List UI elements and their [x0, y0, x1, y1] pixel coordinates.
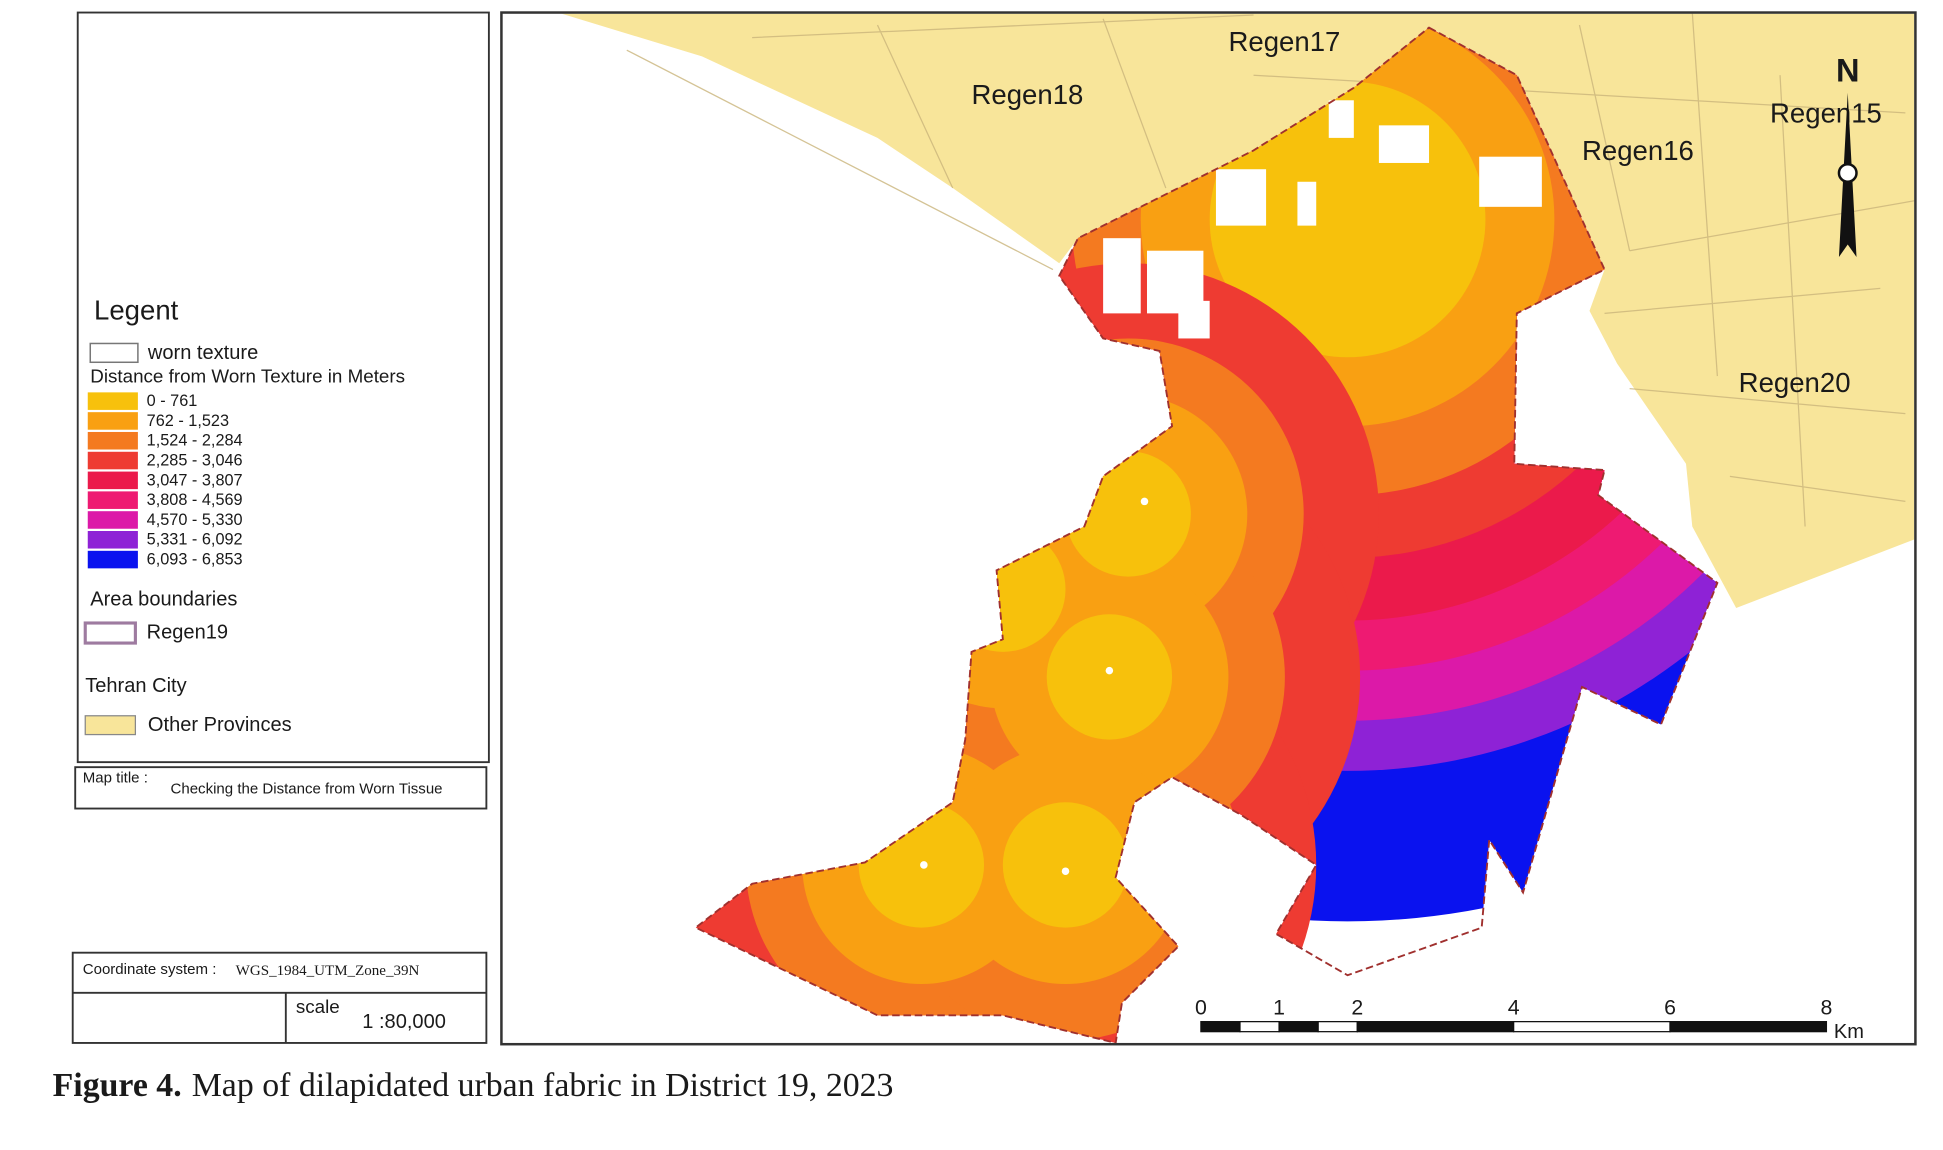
- legend-title: Legent: [94, 294, 179, 325]
- map-title: Checking the Distance from Worn Tissue: [170, 781, 442, 798]
- scale-tick-label: 2: [1351, 996, 1363, 1020]
- region-label: Regen15: [1770, 98, 1882, 129]
- region-label: Regen20: [1739, 367, 1851, 398]
- class-label: 1,524 - 2,284: [147, 432, 243, 450]
- class-label: 6,093 - 6,853: [147, 551, 243, 569]
- legend-subtitle: Tehran City: [85, 675, 186, 697]
- scale-tick-label: 0: [1195, 996, 1207, 1020]
- class-label: 762 - 1,523: [147, 412, 229, 430]
- class-swatch: [87, 491, 138, 509]
- class-swatch: [87, 531, 138, 549]
- legend-label: Regen19: [147, 621, 228, 643]
- scale-segment: [1669, 1021, 1828, 1033]
- legend: Legent worn texture Distance from Worn T…: [83, 294, 405, 736]
- other-provinces: [561, 13, 1915, 608]
- map-area: Regen17 Regen18 Regen16 Regen15 Regen20 N 0 1…: [502, 13, 1915, 1043]
- class-swatch: [87, 412, 138, 430]
- legend-panel: [76, 11, 490, 764]
- distance-zone: [1046, 614, 1173, 740]
- worn-texture-swatch: [89, 342, 139, 364]
- legend-subtitle: Distance from Worn Texture in Meters: [90, 365, 405, 386]
- roads: [626, 13, 1915, 527]
- caption: Figure 4. Map of dilapidated urban fabric…: [53, 1067, 894, 1104]
- class-label: 0 - 761: [147, 392, 198, 410]
- other-swatch: [84, 715, 137, 736]
- info-box: [71, 951, 488, 1044]
- scale-tick-label: 6: [1664, 996, 1676, 1020]
- coordinate-label: Coordinate system :: [83, 961, 217, 978]
- map-title-label: Map title :: [83, 769, 148, 786]
- scale-tick-label: 1: [1273, 996, 1285, 1020]
- scale-tick-label: 8: [1820, 996, 1832, 1020]
- class-swatch: [87, 550, 138, 569]
- class-swatch: [87, 471, 138, 490]
- scale-unit: Km: [1834, 1021, 1864, 1043]
- legend-label: worn texture: [147, 342, 258, 364]
- caption-label: Figure 4.: [53, 1067, 182, 1104]
- distance-zone: [1002, 802, 1129, 928]
- class-swatch: [87, 451, 138, 470]
- class-swatch: [87, 431, 138, 450]
- scale-tick-label: 4: [1508, 996, 1520, 1020]
- class-label: 4,570 - 5,330: [147, 511, 243, 529]
- caption-text: Map of dilapidated urban fabric in Distr…: [192, 1067, 894, 1104]
- north-arrow-circle: [1837, 162, 1858, 184]
- region-labels: Regen17 Regen18 Regen16 Regen15 Regen20: [972, 26, 1882, 398]
- north-label: N: [1836, 51, 1860, 88]
- scale-segment: [1513, 1021, 1671, 1033]
- boundary-swatch: [83, 621, 137, 645]
- class-label: 2,285 - 3,046: [147, 451, 243, 469]
- coordinate-system: WGS_1984_UTM_Zone_39N: [236, 963, 420, 979]
- scale-segment: [1356, 1021, 1515, 1033]
- worn-texture-patches: [920, 100, 1542, 875]
- region-label: Regen17: [1228, 26, 1340, 57]
- region-label: Regen16: [1582, 135, 1694, 166]
- legend-label: Other Provinces: [148, 714, 292, 736]
- class-label: 3,047 - 3,807: [147, 471, 243, 489]
- scale-segment: [1317, 1021, 1358, 1033]
- class-swatch: [87, 511, 138, 529]
- district-boundary: [693, 26, 1719, 1043]
- class-swatch: [87, 392, 138, 410]
- legend-subtitle: Area boundaries: [90, 589, 237, 611]
- scale-segment: [1200, 1021, 1241, 1033]
- scale-bar: 0 1 2 4 6 8Km: [1195, 996, 1864, 1043]
- scale-label: scale: [296, 996, 340, 1017]
- class-label: 3,808 - 4,569: [147, 491, 243, 509]
- class-label: 5,331 - 6,092: [147, 531, 243, 549]
- north-arrow: N: [1836, 51, 1860, 257]
- map-frame: [500, 11, 1917, 1046]
- scale-ratio: 1 :80,000: [362, 1011, 446, 1033]
- region-label: Regen18: [972, 79, 1084, 110]
- scale-segment: [1278, 1021, 1319, 1033]
- scale-segment: [1239, 1021, 1280, 1033]
- map-title-box: [74, 766, 488, 810]
